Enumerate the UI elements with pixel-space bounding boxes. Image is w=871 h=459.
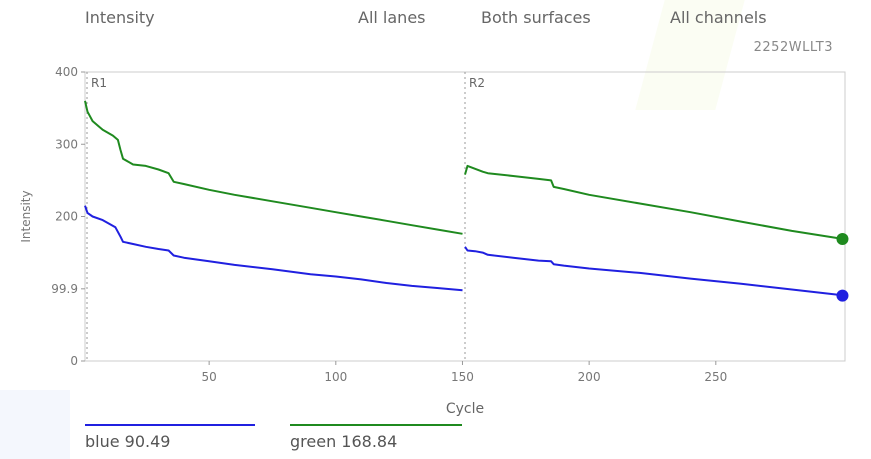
endpoint-green[interactable] (836, 233, 848, 245)
read-marker-label: R2 (469, 76, 485, 90)
series-lines (85, 101, 843, 295)
y-axis-ticks: 0 99.9 200 300 400 (51, 65, 85, 368)
x-axis-ticks: 50 100 150 200 250 (201, 361, 727, 384)
y-tick-label: 99.9 (51, 282, 78, 296)
series-line-green (465, 166, 843, 239)
x-axis-label: Cycle (446, 401, 484, 417)
series-line-blue (85, 206, 463, 291)
series-line-green (85, 101, 463, 234)
y-tick-label: 400 (55, 65, 78, 79)
x-tick-label: 100 (324, 370, 347, 384)
x-tick-label: 200 (578, 370, 601, 384)
y-tick-label: 300 (55, 137, 78, 151)
x-tick-label: 50 (201, 370, 216, 384)
x-tick-label: 250 (704, 370, 727, 384)
legend-blue-swatch (85, 424, 255, 426)
legend-green-label: green 168.84 (290, 432, 397, 451)
read-markers: R1 R2 (87, 72, 485, 361)
y-axis-label: Intensity (19, 190, 33, 242)
legend-green-swatch (290, 424, 462, 426)
y-tick-label: 200 (55, 210, 78, 224)
series-line-blue (465, 247, 843, 295)
legend-blue-label: blue 90.49 (85, 432, 170, 451)
y-tick-label: 0 (70, 354, 78, 368)
read-marker-label: R1 (91, 76, 107, 90)
endpoint-markers (836, 233, 848, 302)
endpoint-blue[interactable] (836, 290, 848, 302)
x-tick-label: 150 (451, 370, 474, 384)
